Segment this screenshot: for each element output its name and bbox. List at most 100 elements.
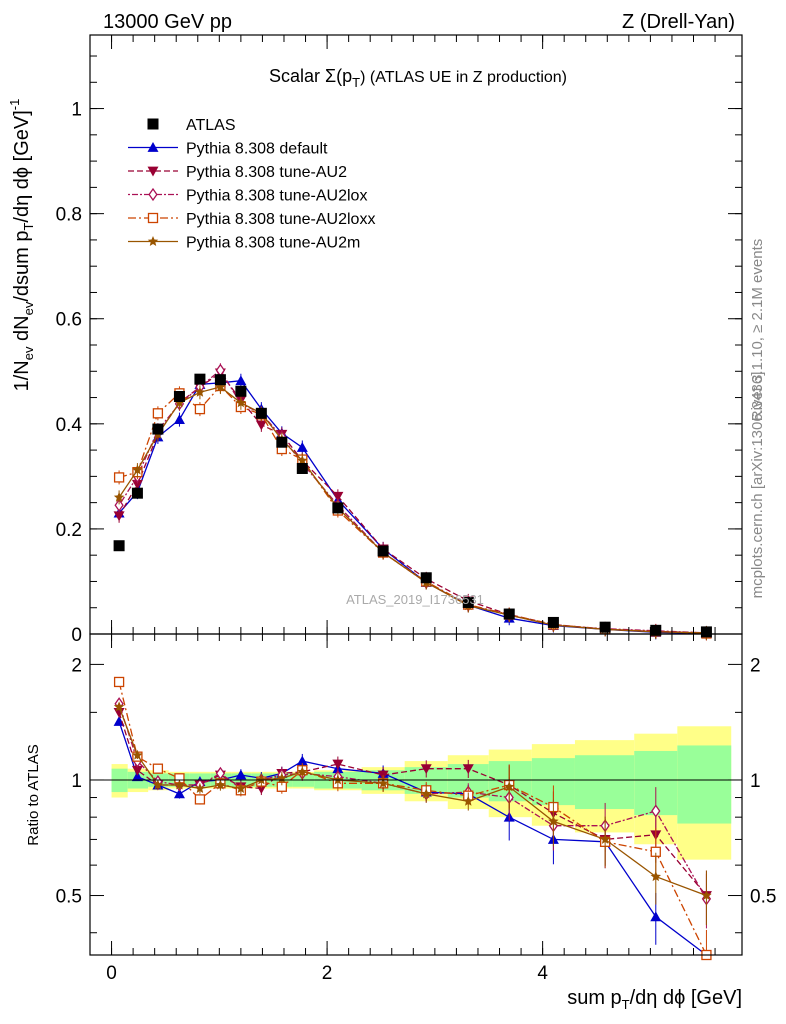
data-point (332, 502, 344, 514)
legend-marker (147, 142, 159, 152)
xlabel-s1: T (622, 997, 630, 1012)
ratio-marker (131, 765, 143, 776)
ratio-marker (548, 815, 559, 826)
ratio-y-tick-label: 1 (71, 771, 82, 792)
series-marker (132, 464, 143, 475)
ratio-marker (132, 749, 143, 760)
ratio-marker (701, 890, 712, 900)
data-point (276, 436, 288, 448)
ylabel-t4: /dη dϕ [GeV] (11, 110, 33, 222)
ratio-y-tick-label: 2 (71, 655, 82, 676)
series-marker (113, 511, 125, 522)
x-tick-label: 4 (537, 963, 548, 984)
ratio-marker (463, 795, 474, 806)
series-marker (113, 472, 125, 483)
ratio-marker (421, 788, 432, 799)
ratio-marker (332, 759, 344, 770)
series-marker (215, 381, 226, 392)
data-point (214, 374, 226, 386)
ratio-marker (131, 771, 143, 782)
y-tick-label: 0.6 (56, 310, 82, 331)
rivet-label: Rivet 3.1.10, ≥ 2.1M events (749, 239, 766, 422)
main-title: Scalar Σ(pT) (ATLAS UE in Z production) (269, 66, 567, 90)
data-point (255, 407, 267, 419)
ratio-marker (503, 781, 515, 792)
data-point (462, 596, 474, 608)
legend-label: Pythia 8.308 tune-AU2loxx (186, 211, 375, 228)
data-point (503, 608, 515, 620)
xlabel-t1: sum p (567, 987, 621, 1009)
series-marker (113, 491, 125, 502)
series-marker (332, 491, 344, 502)
ylabel-s2: ev (21, 301, 36, 315)
header-left: 13000 GeV pp (103, 11, 232, 33)
ratio-marker (650, 871, 662, 882)
series-marker (235, 397, 247, 408)
legend-label: Pythia 8.308 tune-AU2m (186, 235, 360, 252)
legend-marker (147, 236, 159, 246)
ratio-marker (420, 764, 432, 775)
ratio-frame (89, 633, 743, 956)
ratio-y-tick-label-right: 0.5 (750, 887, 776, 908)
ratio-marker (194, 794, 206, 805)
y-tick-label: 0.8 (56, 205, 82, 226)
ylabel-s3: T (21, 223, 36, 231)
series-marker (131, 479, 143, 490)
y-tick-label: 0.2 (56, 520, 82, 541)
main-title-prefix: Scalar Σ(p (269, 66, 352, 86)
mcplots-label: mcplots.cern.ch [arXiv:1306.3436] (749, 372, 766, 599)
ratio-panel (90, 676, 742, 961)
ratio-marker (296, 755, 308, 766)
ratio-marker (332, 774, 344, 785)
ratio-y-axis-label: Ratio to ATLAS (25, 744, 42, 845)
ratio-band-green (677, 745, 732, 824)
legend-marker (147, 212, 159, 224)
ratio-marker (256, 774, 267, 785)
ratio-marker (651, 804, 661, 818)
series-marker (174, 397, 185, 408)
data-point (113, 540, 125, 552)
ratio-marker (113, 701, 125, 712)
ratio-y-tick-label-right: 1 (750, 771, 761, 792)
y-axis-label: 1/Nev dNev/dsum pT/dη dϕ [GeV]-1 (7, 99, 36, 392)
legend-label: ATLAS (186, 117, 236, 134)
legend-marker (148, 187, 158, 202)
ylabel-t3: /dsum p (11, 231, 33, 302)
series-marker (296, 441, 308, 452)
data-point (173, 391, 185, 403)
series-marker (194, 403, 206, 415)
ratio-marker (194, 783, 206, 793)
data-point (599, 621, 611, 633)
ylabel-t1: 1/N (11, 360, 33, 391)
header-right: Z (Drell-Yan) (622, 11, 735, 33)
data-point (377, 545, 389, 557)
ylabel-sup: -1 (7, 99, 22, 111)
ratio-marker (599, 833, 611, 844)
x-axis-label: sum pT/dη dϕ [GeV] (567, 987, 742, 1012)
legend: ATLAS Pythia 8.308 default Pythia 8.308 tu… (128, 117, 375, 252)
main-title-suffix: ) (ATLAS UE in Z production) (360, 69, 567, 86)
ratio-band-green (574, 755, 635, 810)
series-marker (235, 375, 247, 386)
axes-frames: 0 0.2 0.4 0.6 0.8 1 0.5 0.5 1 1 2 2 0 2 4 (56, 34, 776, 984)
data-point (131, 487, 143, 499)
data-point (420, 572, 432, 584)
data-point (194, 373, 206, 385)
xlabel-t2: /dη dϕ [GeV] (630, 987, 742, 1009)
ratio-marker (235, 783, 247, 793)
ratio-marker (462, 764, 474, 775)
ratio-marker (650, 911, 662, 922)
y-tick-label: 1 (71, 100, 82, 121)
legend-label: Pythia 8.308 tune-AU2lox (186, 188, 367, 205)
legend-marker (147, 166, 159, 177)
x-tick-label: 2 (322, 963, 333, 984)
data-point (235, 385, 247, 397)
ratio-marker (152, 763, 164, 774)
data-point (650, 624, 662, 636)
data-point (700, 626, 712, 638)
ylabel-t2: dN (11, 315, 33, 346)
data-point (296, 462, 308, 474)
ratio-marker (173, 788, 185, 799)
data-point (152, 423, 164, 435)
